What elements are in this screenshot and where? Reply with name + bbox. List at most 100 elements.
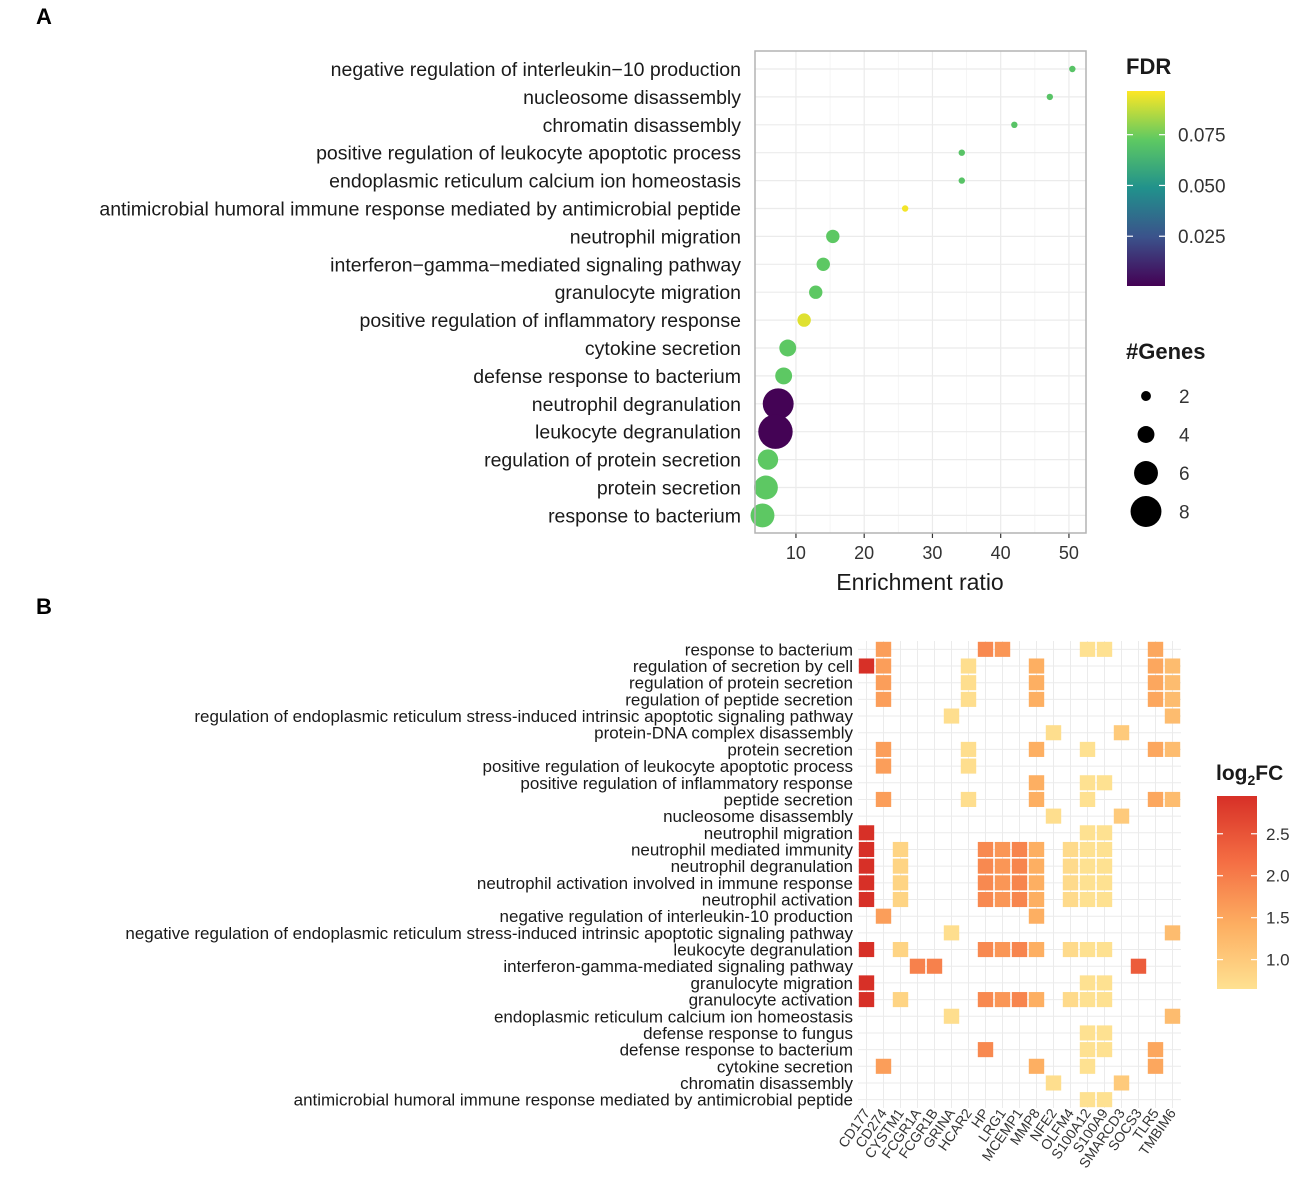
- heatmap-cell: [892, 891, 909, 908]
- heatmap-cell: [977, 942, 994, 958]
- heatmap-cell: [892, 841, 909, 858]
- heatmap-cell: [1164, 675, 1181, 691]
- heatmap-cell: [1028, 691, 1045, 707]
- genes-legend-key: [1134, 461, 1158, 485]
- heatmap-term-label: protein secretion: [727, 740, 853, 759]
- genes-legend: #Genes 2 4 6 8: [1126, 339, 1206, 527]
- dot-plot-term-label: neutrophil migration: [570, 226, 741, 248]
- heatmap-cell: [1011, 891, 1028, 908]
- heatmap-cell: [1028, 1058, 1045, 1074]
- heatmap-cell: [1028, 891, 1045, 908]
- panel-a-label: A: [36, 4, 52, 29]
- heatmap-cell: [1062, 858, 1079, 874]
- dot-plot-term-label: antimicrobial humoral immune response me…: [99, 199, 741, 221]
- dot-plot-x-axis-title: Enrichment ratio: [836, 569, 1003, 595]
- heatmap-cell: [858, 841, 875, 858]
- dot-plot-x-tick-label: 20: [854, 543, 874, 563]
- heatmap-cell: [977, 992, 994, 1008]
- heatmap-cell: [1079, 891, 1096, 908]
- heatmap-cell: [1164, 791, 1181, 807]
- heatmap-cell: [1028, 875, 1045, 891]
- heatmap-cell: [1079, 641, 1096, 657]
- dot-plot-term-label: cytokine secretion: [585, 338, 741, 360]
- heatmap-term-label: cytokine secretion: [717, 1057, 853, 1076]
- genes-legend-keys: 2 4 6 8: [1130, 387, 1190, 527]
- dot-plot-point: [1046, 93, 1054, 101]
- heatmap-term-label: granulocyte migration: [690, 974, 853, 993]
- heatmap-cell: [858, 891, 875, 908]
- genes-legend-key-label: 8: [1179, 503, 1190, 524]
- heatmap-cell: [875, 791, 892, 807]
- dot-plot-term-label: negative regulation of interleukin−10 pr…: [331, 59, 741, 81]
- heatmap-cell: [960, 758, 977, 774]
- heatmap-cell: [1062, 841, 1079, 858]
- heatmap-cell: [909, 958, 926, 974]
- heatmap-cell: [960, 791, 977, 807]
- dot-plot-x-tick-label: 30: [922, 543, 942, 563]
- heatmap-cells: [858, 641, 1181, 1108]
- genes-legend-key-label: 6: [1179, 464, 1190, 485]
- dot-plot-point: [750, 503, 775, 528]
- heatmap-cell: [1147, 641, 1164, 657]
- heatmap-gridlines: [858, 641, 1181, 1108]
- heatmap-cell: [1079, 825, 1096, 841]
- heatmap-term-label: neutrophil mediated immunity: [631, 840, 854, 859]
- fdr-legend-tick-label: 0.025: [1178, 227, 1226, 248]
- heatmap-cell: [875, 641, 892, 657]
- dot-plot-term-label: defense response to bacterium: [473, 366, 741, 388]
- dot-plot-term-label: interferon−gamma−mediated signaling path…: [330, 254, 741, 276]
- dot-plot-point: [901, 205, 909, 212]
- heatmap-term-label: peptide secretion: [724, 790, 853, 809]
- dot-plot-point: [1011, 121, 1018, 128]
- dot-plot-points: [750, 65, 1076, 528]
- heatmap-cell: [1045, 1075, 1062, 1091]
- heatmap-cell: [926, 958, 943, 974]
- dot-plot: negative regulation of interleukin−10 pr…: [99, 50, 1087, 595]
- heatmap-cell: [1028, 841, 1045, 858]
- genes-legend-title: #Genes: [1126, 339, 1206, 364]
- heatmap-cell: [994, 992, 1011, 1008]
- heatmap-cell: [875, 758, 892, 774]
- heatmap-cell: [1164, 708, 1181, 724]
- log2fc-legend-title-suffix: FC: [1255, 762, 1283, 785]
- dot-plot-term-label: granulocyte migration: [555, 282, 741, 304]
- heatmap-cell: [1062, 942, 1079, 958]
- heatmap-term-label: protein-DNA complex disassembly: [594, 724, 853, 743]
- heatmap-cell: [1079, 741, 1096, 757]
- heatmap-cell: [1028, 775, 1045, 791]
- heatmap-cell: [960, 691, 977, 707]
- genes-legend-key-label: 2: [1179, 387, 1190, 408]
- heatmap-cell: [1113, 808, 1130, 824]
- log2fc-colorbar: [1217, 796, 1257, 989]
- heatmap-cell: [1147, 691, 1164, 707]
- heatmap-cell: [1096, 641, 1113, 657]
- fdr-legend-tick-label: 0.050: [1178, 176, 1226, 197]
- heatmap-term-label: interferon-gamma-mediated signaling path…: [503, 957, 853, 976]
- heatmap-cell: [1028, 658, 1045, 674]
- heatmap-cell: [1062, 875, 1079, 891]
- heatmap-cell: [875, 741, 892, 757]
- heatmap-term-label: chromatin disassembly: [680, 1074, 853, 1093]
- heatmap-cell: [977, 841, 994, 858]
- dot-plot-point: [779, 339, 797, 357]
- dot-plot-term-label: nucleosome disassembly: [523, 87, 741, 109]
- log2fc-legend-title: log2FC: [1216, 762, 1283, 788]
- dot-plot-term-label: neutrophil degranulation: [532, 394, 741, 416]
- dot-plot-term-label: response to bacterium: [548, 505, 741, 527]
- heatmap-cell: [1011, 875, 1028, 891]
- fdr-legend-ticks: 0.025 0.050 0.075: [1127, 126, 1226, 248]
- heatmap-term-label: regulation of peptide secretion: [625, 690, 853, 709]
- heatmap-term-label: neutrophil activation: [702, 891, 853, 910]
- heatmap-cell: [1028, 992, 1045, 1008]
- heatmap-term-label: defense response to bacterium: [620, 1041, 853, 1060]
- heatmap-cell: [1147, 1058, 1164, 1074]
- heatmap-cell: [1079, 975, 1096, 991]
- dot-plot-point: [775, 367, 793, 385]
- dot-plot-point: [1069, 65, 1076, 73]
- heatmap-cell: [1164, 925, 1181, 941]
- heatmap-cell: [858, 825, 875, 841]
- heatmap-term-label: leukocyte degranulation: [673, 941, 853, 960]
- heatmap-term-label: negative regulation of interleukin-10 pr…: [500, 907, 853, 926]
- dot-plot-point: [809, 285, 823, 299]
- dot-plot-point: [753, 475, 778, 500]
